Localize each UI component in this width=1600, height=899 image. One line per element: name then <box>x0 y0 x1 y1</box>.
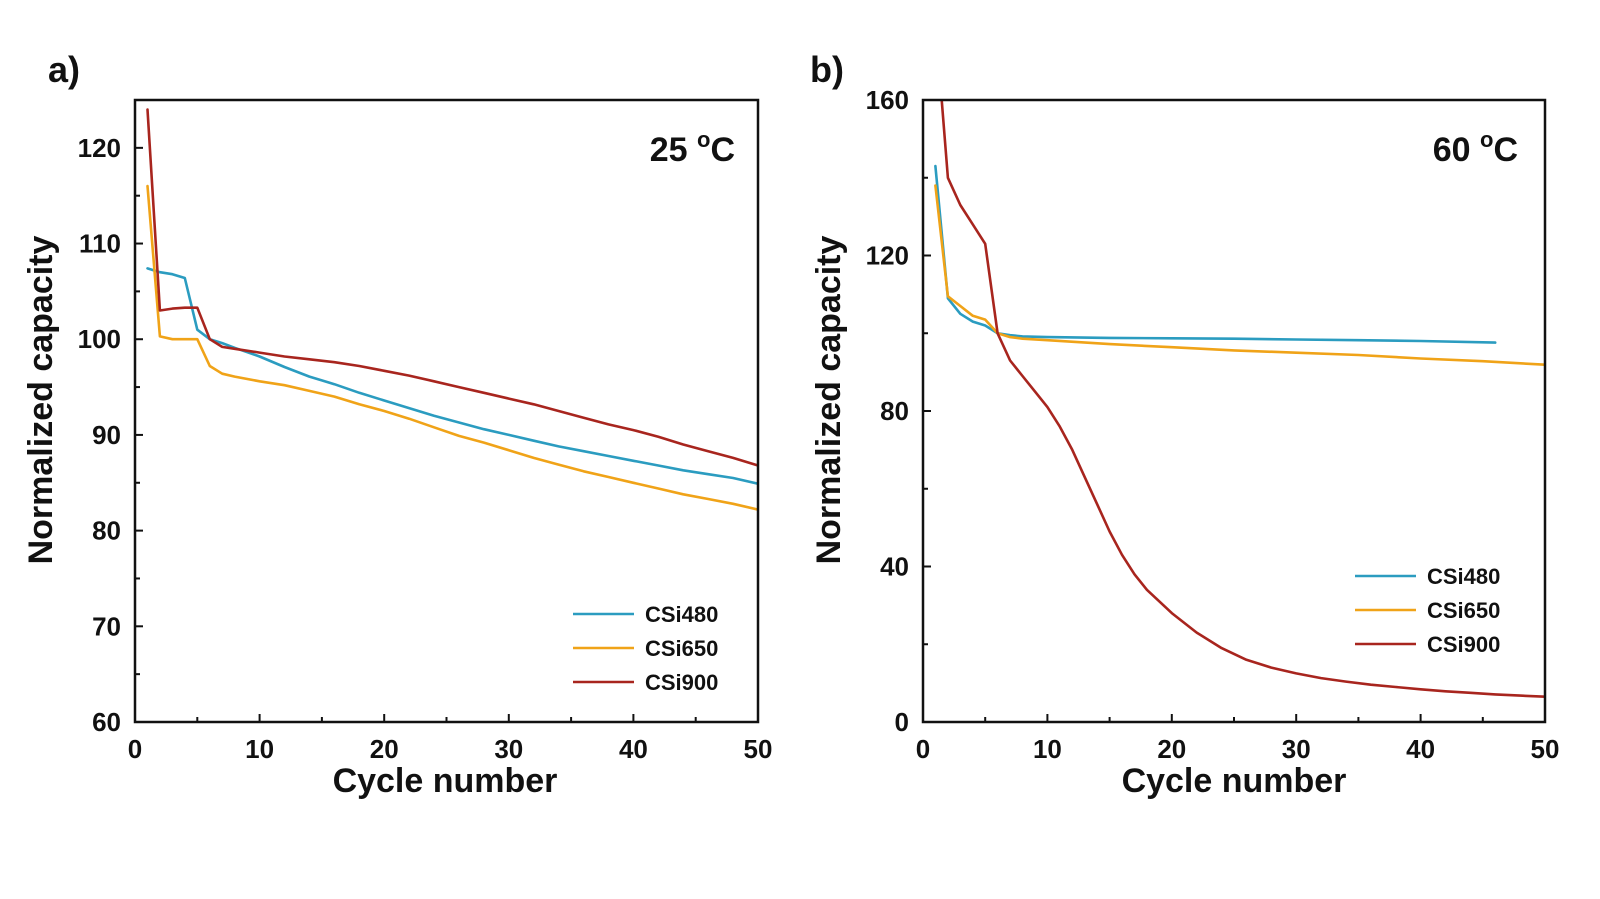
series-line-b-csi650 <box>934 184 1545 366</box>
panel-b-ticks: 0 10 20 30 40 50 0 40 80 120 160 <box>866 85 1560 764</box>
panel-b-y-axis-title: Normalized capacity <box>810 236 848 565</box>
y-tick-label-b-40: 40 <box>880 552 909 582</box>
panel-a-label: a) <box>48 49 80 90</box>
panel-b-plot-frame <box>921 98 1547 724</box>
panel-b-legend: CSi480 CSi650 CSi900 <box>1355 564 1500 657</box>
panel-a-temperature-annotation: 25 oC <box>650 127 735 169</box>
x-tick-label-b-10: 10 <box>1033 734 1062 764</box>
x-tick-label-b-20: 20 <box>1157 734 1186 764</box>
x-tick-label-b-50: 50 <box>1531 734 1560 764</box>
series-line-a-csi480 <box>146 267 758 485</box>
panel-b-x-axis-title: Cycle number <box>1122 762 1347 800</box>
x-tick-label-a-50: 50 <box>744 734 773 764</box>
y-tick-label-a-70: 70 <box>92 611 121 641</box>
panel-b-label: b) <box>810 49 844 90</box>
y-tick-label-a-110: 110 <box>79 229 121 259</box>
y-tick-label-b-160: 160 <box>866 85 909 115</box>
y-tick-label-b-0: 0 <box>895 707 909 737</box>
panel-a-legend: CSi480 CSi650 CSi900 <box>573 602 718 695</box>
x-tick-label-b-40: 40 <box>1406 734 1435 764</box>
y-tick-label-a-120: 120 <box>78 133 121 163</box>
series-line-b-csi900 <box>940 100 1545 698</box>
panel-b: b) 60 oC Cycle number Normalized capacit… <box>810 49 1559 800</box>
legend-a-csi900-label: CSi900 <box>645 670 718 695</box>
y-tick-label-a-90: 90 <box>92 420 121 450</box>
panel-b-temperature-annotation: 60 oC <box>1433 127 1518 169</box>
panel-a-x-axis-title: Cycle number <box>333 762 558 800</box>
x-tick-label-b-30: 30 <box>1282 734 1311 764</box>
series-line-a-csi900 <box>146 108 758 467</box>
x-tick-label-a-10: 10 <box>245 734 274 764</box>
x-tick-label-b-0: 0 <box>916 734 930 764</box>
panel-a-series <box>146 108 758 511</box>
panel-a-y-axis-title: Normalized capacity <box>22 236 60 565</box>
y-tick-label-b-120: 120 <box>866 241 909 271</box>
x-tick-label-a-30: 30 <box>494 734 523 764</box>
panel-a-plot-frame <box>133 98 760 724</box>
y-tick-label-a-100: 100 <box>78 324 121 354</box>
x-tick-label-a-0: 0 <box>128 734 142 764</box>
x-tick-label-a-20: 20 <box>370 734 399 764</box>
legend-b-csi480-label: CSi480 <box>1427 564 1500 589</box>
legend-a-csi650-label: CSi650 <box>645 636 718 661</box>
legend-b-csi650-label: CSi650 <box>1427 598 1500 623</box>
panel-a: a) 25 oC Cycle number Normalized capacit… <box>22 49 772 800</box>
y-tick-label-a-80: 80 <box>92 516 121 546</box>
series-line-a-csi650 <box>146 184 758 511</box>
y-tick-label-a-60: 60 <box>92 707 121 737</box>
y-tick-label-b-80: 80 <box>880 396 909 426</box>
x-tick-label-a-40: 40 <box>619 734 648 764</box>
panel-b-series <box>934 100 1545 698</box>
legend-a-csi480-label: CSi480 <box>645 602 718 627</box>
series-line-b-csi480 <box>934 164 1497 344</box>
legend-b-csi900-label: CSi900 <box>1427 632 1500 657</box>
